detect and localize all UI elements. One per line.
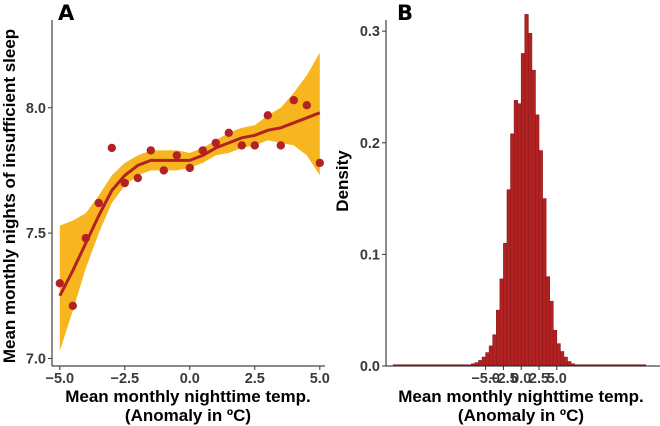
data-point xyxy=(55,279,64,288)
x-ticks-b: −5.0−2.50.02.55.0 xyxy=(471,366,567,387)
y-axis-title-b: Density xyxy=(333,150,352,212)
histogram-bar xyxy=(485,352,490,367)
data-points xyxy=(55,96,324,310)
data-point xyxy=(315,158,324,168)
x-tick-label: 5.0 xyxy=(310,371,330,387)
data-point xyxy=(276,141,285,150)
x-tick-label: 5.0 xyxy=(547,371,567,387)
y-tick-label: 7.0 xyxy=(26,351,46,367)
data-point xyxy=(146,146,155,155)
data-point xyxy=(120,178,129,188)
histogram-bar xyxy=(510,133,515,367)
panel-a-tag: A xyxy=(58,1,75,25)
data-point xyxy=(250,141,259,150)
y-tick-label: 0.3 xyxy=(360,24,380,40)
confidence-ribbon xyxy=(59,52,320,351)
x-axis-title-a-line1: Mean monthly nighttime temp. xyxy=(65,387,311,406)
histogram-bar xyxy=(517,103,522,367)
data-point xyxy=(159,166,168,175)
histogram-bar xyxy=(474,362,479,367)
histogram-bar xyxy=(496,309,501,367)
histogram-bar xyxy=(545,276,550,367)
fit-line xyxy=(58,111,321,297)
y-tick-label: 0.1 xyxy=(360,247,380,263)
histogram-bar xyxy=(478,360,483,367)
y-tick-label: 7.5 xyxy=(26,226,46,242)
data-point xyxy=(185,163,194,173)
y-ticks-a: 7.0 7.5 8.0 xyxy=(26,101,52,367)
panel-b: B −5.0−2.50.02.55.0 0.00.10.20.3 Mean mo… xyxy=(333,1,660,425)
data-point xyxy=(263,111,272,120)
histogram-bar xyxy=(542,198,547,367)
x-tick-label: −2.5 xyxy=(489,371,518,387)
x-axis-title-b-line2: (Anomaly in ºC) xyxy=(458,406,584,425)
data-point xyxy=(224,128,233,137)
histogram-bar xyxy=(506,189,511,367)
data-point xyxy=(107,143,117,153)
data-point xyxy=(68,301,78,310)
data-point xyxy=(198,146,207,155)
histogram-bar xyxy=(513,100,518,367)
y-tick-label: 0.2 xyxy=(360,136,380,152)
histogram-bar xyxy=(520,53,526,367)
data-point xyxy=(172,151,181,160)
data-point xyxy=(289,96,298,105)
histogram-bar xyxy=(560,351,565,367)
confidence-band xyxy=(59,52,320,351)
histogram-bar xyxy=(492,334,497,367)
x-ticks-a: −5.0 −2.5 0.0 2.5 5.0 xyxy=(45,366,330,387)
histogram-bar xyxy=(531,69,536,367)
histogram-bar xyxy=(552,329,558,367)
data-point xyxy=(81,233,91,243)
x-tick-label: −5.0 xyxy=(471,371,500,387)
histogram-bar xyxy=(528,33,533,367)
histogram-bar xyxy=(488,345,494,367)
histogram-bar xyxy=(535,114,540,367)
histogram-bar xyxy=(563,356,568,367)
data-point xyxy=(94,198,104,208)
data-point xyxy=(133,173,142,183)
histogram-bar xyxy=(556,343,561,367)
y-ticks-b: 0.0 0.1 0.2 0.3 xyxy=(360,24,386,375)
panel-b-tag: B xyxy=(397,1,413,25)
histogram-bar xyxy=(481,356,486,367)
histogram-bar xyxy=(499,278,504,367)
x-tick-label: 2.5 xyxy=(529,371,549,387)
panel-a: A −5.0 −2.5 0.0 2.5 5.0 7.0 7.5 8.0 Mean month… xyxy=(0,1,330,425)
y-axis-title-a: Mean monthly nights of insufficient slee… xyxy=(0,29,19,363)
y-tick-label: 0.0 xyxy=(360,359,380,375)
x-tick-label: 2.5 xyxy=(245,371,265,387)
x-tick-label: 0.0 xyxy=(511,371,531,387)
histogram-bar xyxy=(538,150,543,367)
histogram-bar xyxy=(524,14,529,367)
x-tick-label: 0.0 xyxy=(180,371,200,387)
data-point xyxy=(302,101,311,110)
histogram-bar xyxy=(549,300,554,367)
data-point xyxy=(237,141,246,150)
x-tick-label: −5.0 xyxy=(45,371,74,387)
histogram-bar xyxy=(503,242,508,367)
x-axis-title-a-line2: (Anomaly in ºC) xyxy=(125,406,251,425)
fit-line-group xyxy=(58,111,321,297)
x-tick-label: −2.5 xyxy=(110,371,139,387)
histogram-bar xyxy=(567,361,572,367)
x-axis-title-b-line1: Mean monthly nighttime temp. xyxy=(398,387,644,406)
data-point xyxy=(211,138,220,148)
y-tick-label: 8.0 xyxy=(26,101,46,117)
histogram-bars xyxy=(392,14,647,367)
